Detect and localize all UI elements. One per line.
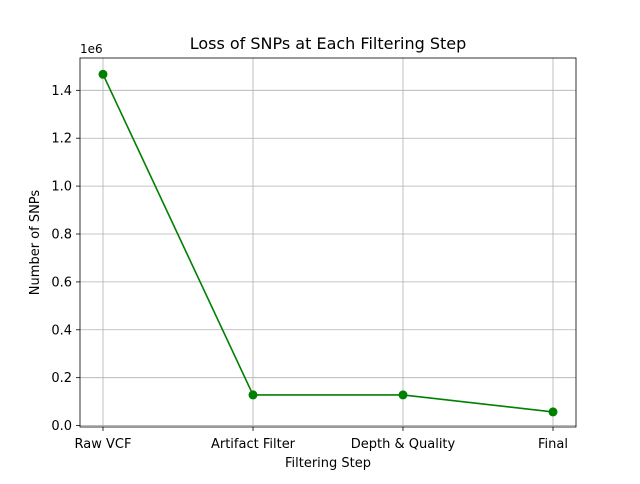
x-axis-label: Filtering Step [285, 456, 371, 471]
x-tick-label: Raw VCF [75, 437, 132, 452]
y-tick-label: 1.0 [51, 180, 72, 195]
y-tick-label: 1.4 [51, 84, 72, 99]
y-tick-label: 0.2 [51, 371, 72, 386]
x-tick-label: Depth & Quality [351, 437, 456, 452]
y-tick-label: 0.4 [51, 323, 72, 338]
x-tick-label: Final [538, 437, 568, 452]
x-tick-label: Artifact Filter [211, 437, 296, 452]
chart-title: Loss of SNPs at Each Filtering Step [190, 34, 467, 53]
plot-area-frame [79, 57, 577, 428]
y-tick-label: 1.2 [51, 132, 72, 147]
y-axis-label: Number of SNPs [28, 190, 43, 296]
series-layer [98, 69, 558, 417]
data-point [98, 69, 108, 79]
y-tick-label: 0.0 [51, 419, 72, 434]
data-point [398, 390, 408, 400]
data-point [548, 407, 558, 417]
series-line [102, 73, 554, 413]
grid-layer [80, 58, 576, 427]
y-tick-label: 0.6 [51, 275, 72, 290]
tick-layer: Raw VCF Artifact Filter Depth & Quality Fin… [51, 84, 568, 452]
data-point [248, 390, 258, 400]
y-axis-offset-label: 1e6 [80, 42, 103, 56]
y-tick-label: 0.8 [51, 227, 72, 242]
